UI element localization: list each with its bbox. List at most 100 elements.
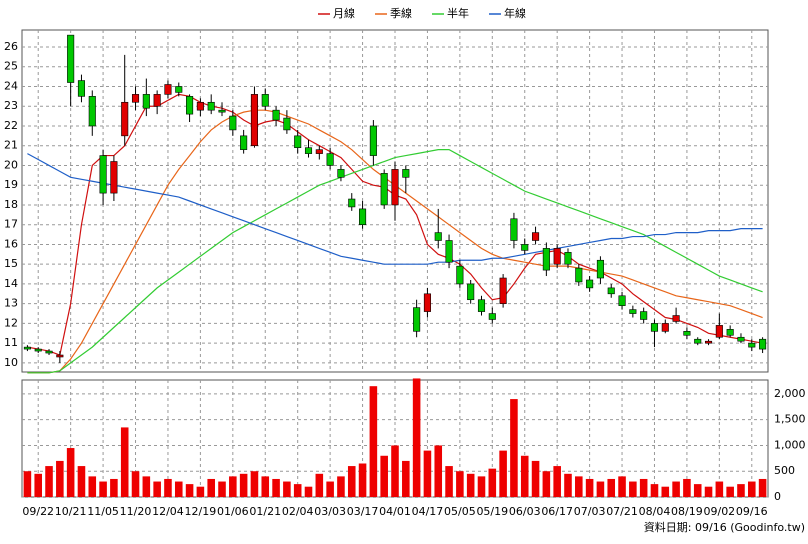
volume-bar [45, 466, 53, 497]
volume-bar [283, 481, 291, 497]
candle-body [23, 346, 31, 350]
volume-tick-label: 500 [774, 464, 795, 477]
volume-bar [704, 486, 713, 497]
candle-body [45, 350, 53, 354]
volume-bar [650, 484, 659, 497]
volume-bar [110, 478, 118, 497]
volume-bar [34, 473, 43, 497]
ma-line [27, 153, 763, 265]
y-tick-label: 21 [4, 139, 18, 152]
y-tick-label: 26 [4, 40, 18, 53]
volume-bar [293, 484, 302, 497]
volume-bar [250, 471, 259, 497]
candle-body [131, 94, 140, 103]
candle-body [391, 169, 399, 206]
candle-body [661, 323, 669, 332]
candle-body [737, 336, 745, 342]
volume-bar [672, 481, 680, 497]
candle-body [715, 325, 723, 338]
candle-body [640, 311, 648, 320]
legend-label: 季線 [390, 6, 412, 20]
candle-body [175, 86, 183, 93]
candle-body [337, 169, 345, 178]
candle-body [596, 259, 604, 279]
candle-body [196, 101, 204, 111]
volume-tick-label: 1,500 [774, 413, 806, 426]
candle-body [488, 313, 496, 320]
volume-bar [196, 486, 205, 497]
y-tick-label: 15 [4, 257, 18, 270]
volume-bar [683, 478, 691, 497]
candle-body [629, 309, 637, 314]
candle-body [553, 248, 561, 265]
y-tick-label: 12 [4, 316, 18, 329]
candle-body [380, 173, 388, 206]
volume-bar [218, 481, 226, 497]
candle-body [413, 307, 421, 332]
volume-bar [715, 481, 724, 497]
candle-body [229, 115, 237, 131]
volume-bar [542, 471, 551, 497]
volume-bar [477, 476, 486, 497]
volume-bar [629, 481, 637, 497]
volume-bar [142, 476, 151, 497]
candle-body [434, 232, 442, 241]
volume-bar [337, 476, 345, 497]
volume-bar [596, 481, 605, 497]
volume-bar [585, 478, 594, 497]
y-tick-label: 23 [4, 99, 18, 112]
volume-bar [737, 484, 745, 497]
volume-bar [358, 463, 367, 497]
y-tick-label: 17 [4, 218, 18, 231]
x-tick-label: 09/02 [703, 505, 735, 518]
x-tick-label: 12/19 [185, 505, 217, 518]
candle-body [250, 94, 258, 147]
candle-body [110, 161, 118, 194]
volume-bar [304, 486, 313, 497]
candle-body [67, 34, 75, 83]
volume-bar [369, 386, 378, 497]
volume-bar [23, 471, 32, 497]
x-tick-label: 11/20 [120, 505, 152, 518]
candle-body [359, 208, 367, 225]
volume-bar [575, 476, 583, 497]
candle-body [564, 252, 572, 265]
volume-bar [315, 473, 324, 497]
y-tick-label: 19 [4, 178, 18, 191]
volume-tick-label: 1,000 [774, 438, 806, 451]
candle-body [142, 94, 150, 109]
volume-bar [661, 486, 670, 497]
candle-body [683, 331, 691, 336]
x-tick-label: 09/22 [22, 505, 54, 518]
candle-body [294, 135, 302, 148]
candle-body [445, 240, 453, 263]
x-tick-label: 07/03 [574, 505, 606, 518]
x-tick-label: 11/05 [87, 505, 119, 518]
y-tick-label: 24 [4, 79, 18, 92]
candle-body [510, 218, 518, 241]
volume-bar [131, 471, 140, 497]
volume-bar [520, 455, 529, 497]
candle-body [121, 101, 129, 137]
y-tick-label: 13 [4, 297, 18, 310]
volume-bar [726, 486, 734, 497]
y-tick-label: 10 [4, 356, 18, 369]
volume-bar [120, 427, 129, 497]
volume-bar [747, 481, 756, 497]
volume-bar [445, 466, 453, 497]
volume-bar [391, 445, 399, 497]
x-tick-label: 07/21 [606, 505, 638, 518]
candle-body [77, 80, 86, 97]
y-tick-label: 20 [4, 158, 18, 171]
x-tick-label: 04/17 [412, 505, 444, 518]
candle-body [704, 340, 713, 344]
candle-body [315, 149, 323, 154]
volume-bar [174, 481, 183, 497]
candle-body [272, 109, 280, 121]
x-tick-label: 03/03 [314, 505, 346, 518]
candle-body [164, 84, 172, 95]
candle-body [56, 354, 64, 358]
candle-body [759, 338, 767, 350]
volume-bar [434, 445, 443, 497]
volume-bar [229, 476, 237, 497]
